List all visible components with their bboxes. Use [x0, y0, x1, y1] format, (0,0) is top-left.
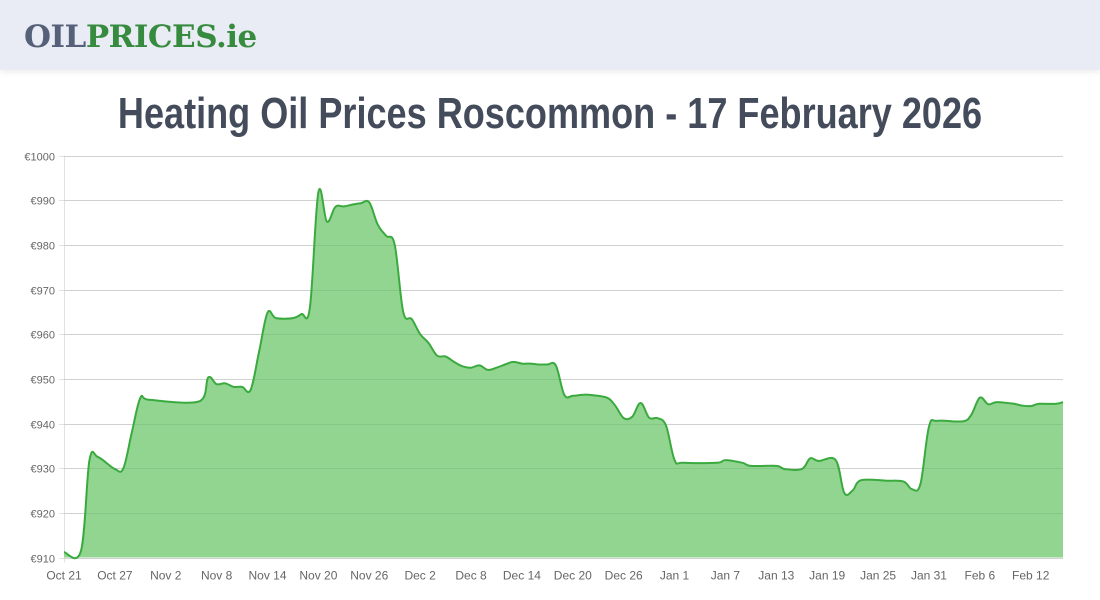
y-tick-label: €1000	[24, 152, 55, 164]
x-tick-label: Oct 27	[97, 569, 133, 583]
x-tick-label: Jan 1	[660, 569, 690, 583]
x-tick-label: Feb 12	[1012, 569, 1050, 583]
y-axis: €910 €920 €930 €940 €950 €960 €970 €980 €990 €100…	[24, 152, 55, 566]
x-tick-label: Jan 31	[911, 569, 947, 583]
y-tick-label: €990	[31, 196, 55, 208]
x-tick-label: Jan 13	[758, 569, 794, 583]
x-tick-label: Nov 8	[201, 569, 233, 583]
y-tick-label: €950	[31, 375, 55, 387]
price-area	[64, 188, 1063, 559]
x-tick-label: Dec 8	[455, 569, 487, 583]
x-tick-label: Jan 25	[860, 569, 896, 583]
x-tick-label: Dec 14	[503, 569, 541, 583]
x-tick-label: Nov 14	[249, 569, 287, 583]
x-tick-label: Jan 19	[809, 569, 845, 583]
page-title: Heating Oil Prices Roscommon - 17 Februa…	[117, 89, 983, 138]
x-tick-label: Dec 26	[605, 569, 643, 583]
x-tick-label: Nov 2	[150, 569, 182, 583]
x-tick-label: Dec 2	[404, 569, 436, 583]
y-tick-label: €960	[31, 330, 55, 342]
x-tick-label: Dec 20	[554, 569, 592, 583]
y-tick-label: €970	[31, 286, 55, 298]
x-tick-label: Feb 6	[964, 569, 995, 583]
logo-part-prices: PRICES.ie	[85, 19, 257, 55]
x-tick-label: Nov 20	[299, 569, 337, 583]
y-tick-label: €980	[31, 241, 55, 253]
x-tick-label: Nov 26	[350, 569, 388, 583]
x-axis: Oct 21 Oct 27 Nov 2 Nov 8 Nov 14 Nov 20 Nov 26…	[46, 569, 1049, 583]
logo-part-oil: OIL	[24, 19, 86, 55]
price-line[interactable]	[63, 187, 1064, 560]
y-tick-label: €910	[31, 554, 55, 566]
site-logo[interactable]: OILPRICES.ie	[24, 17, 257, 57]
y-tick-label: €940	[31, 420, 55, 432]
y-tick-label: €930	[31, 464, 55, 476]
site-header: OILPRICES.ie	[0, 0, 1100, 70]
x-tick-label: Jan 7	[711, 569, 741, 583]
y-tick-label: €920	[31, 509, 55, 521]
x-tick-label: Oct 21	[46, 569, 82, 583]
